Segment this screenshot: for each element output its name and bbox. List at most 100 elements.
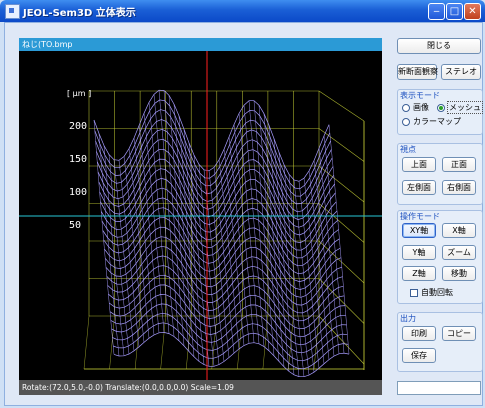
radio-image[interactable] [402, 104, 410, 112]
display-mode-label: 表示モード [400, 91, 440, 100]
floor-grid-line [160, 315, 166, 370]
view-top-button[interactable]: 上面 [402, 157, 436, 172]
mesh-row-line [113, 322, 349, 370]
save-button[interactable]: 保存 [402, 348, 436, 363]
auto-rotate-checkbox[interactable] [410, 289, 418, 297]
floor-grid-line [237, 315, 243, 370]
mesh-row-line [112, 312, 348, 362]
mesh-col-line [243, 105, 265, 347]
y-axis-button[interactable]: Y軸 [402, 245, 436, 260]
z-tick-label: 200 [69, 121, 87, 132]
print-button[interactable]: 印刷 [402, 326, 436, 341]
output-path-field[interactable] [397, 381, 481, 395]
x-axis-button[interactable]: X軸 [442, 223, 476, 238]
title-bar: JEOL-Sem3D 立体表示 ‒ □ ✕ [0, 0, 485, 22]
move-button[interactable]: 移動 [442, 266, 476, 281]
floor-grid-line [83, 315, 90, 370]
mesh-col-line [273, 138, 295, 375]
mesh-col-line [263, 113, 285, 367]
minimize-button[interactable]: ‒ [428, 3, 445, 20]
mesh-col-line [238, 113, 260, 344]
z-tick-label: 150 [69, 154, 87, 165]
mesh-col-line [108, 154, 130, 355]
mesh-col-line [173, 104, 195, 357]
minimize-icon: ‒ [433, 6, 440, 17]
mesh-col-line [218, 159, 240, 349]
mesh-col-line [188, 142, 210, 367]
mesh-col-line [268, 125, 290, 372]
radio-colormap-label[interactable]: カラーマップ [413, 117, 461, 126]
mesh-row-line [107, 255, 343, 314]
xy-axis-button[interactable]: XY軸 [402, 223, 436, 238]
side-grid-line [318, 203, 365, 243]
auto-rotate-label[interactable]: 自動回転 [421, 288, 453, 297]
mesh-col-line [248, 100, 270, 351]
copy-button[interactable]: コピー [442, 326, 476, 341]
mesh-col-line [183, 129, 205, 365]
mesh-plot[interactable]: [ μm ] 200 150 100 50 [19, 51, 382, 380]
mesh-row-line [95, 109, 331, 197]
floor-grid-line [134, 315, 141, 370]
radio-mesh-label[interactable]: メッシュ [447, 101, 483, 114]
mesh-row-line [99, 158, 335, 236]
mesh-col-line [123, 156, 145, 343]
viewpoint-label: 視点 [400, 145, 416, 154]
z-tick-label: 50 [69, 220, 81, 231]
mesh-row-line [106, 245, 342, 306]
floor-grid-line [109, 315, 115, 370]
side-grid-line [318, 90, 365, 122]
close-button[interactable]: 閉じる [397, 38, 481, 54]
mesh-row-line [108, 274, 345, 330]
operation-mode-label: 操作モード [400, 212, 440, 221]
maximize-icon: □ [449, 6, 460, 17]
close-window-button[interactable]: ✕ [464, 3, 481, 20]
mesh-col-line [168, 95, 190, 352]
mesh-col-line [158, 90, 180, 341]
mesh-col-line [303, 178, 325, 364]
mesh-col-line [143, 113, 165, 333]
mesh-col-line [113, 159, 135, 351]
mesh-row-line [102, 197, 339, 267]
mesh-row-line [105, 236, 342, 298]
mesh-col-line [223, 149, 245, 346]
stereo-button[interactable]: ステレオ [441, 64, 481, 80]
display-mode-group [397, 89, 483, 135]
new-section-button[interactable]: 新断面観察 [397, 64, 438, 80]
view-left-button[interactable]: 左側面 [402, 180, 436, 195]
mesh-col-line [228, 136, 250, 344]
side-grid-line [318, 315, 365, 365]
canvas-status: Rotate:(72.0,5.0,-0.0) Translate:(0.0,0.… [19, 380, 382, 395]
z-axis-button[interactable]: Z軸 [402, 266, 436, 281]
zoom-button[interactable]: ズーム [442, 245, 476, 260]
radio-mesh[interactable] [437, 104, 445, 112]
mesh-row-line [96, 129, 333, 213]
view-front-button[interactable]: 正面 [442, 157, 476, 172]
view-right-button[interactable]: 右側面 [442, 180, 476, 195]
view-3d-canvas[interactable]: ねじ(TO.bmp [ μm ] 200 150 100 50 Rotate:(72.0… [19, 38, 382, 395]
mesh-col-line [128, 148, 150, 339]
mesh-row-line [94, 99, 331, 190]
mesh-row-line [111, 303, 347, 354]
mesh-col-line [253, 100, 275, 356]
mesh-col-line [313, 160, 335, 357]
mesh-col-line [283, 164, 305, 377]
mesh-row-line [93, 89, 330, 182]
window-title: JEOL-Sem3D 立体表示 [23, 8, 136, 19]
radio-image-label[interactable]: 画像 [413, 103, 429, 112]
radio-colormap[interactable] [402, 118, 410, 126]
mesh-col-line [258, 105, 280, 362]
mesh-col-line [323, 135, 345, 354]
mesh-row-line [110, 294, 346, 346]
mesh-row-line [101, 187, 338, 259]
mesh-col-line [178, 115, 200, 362]
mesh-col-line [293, 179, 315, 373]
output-label: 出力 [400, 314, 416, 323]
z-unit-label: [ μm ] [67, 89, 91, 98]
mesh-row-line [108, 265, 344, 322]
mesh-col-line [148, 102, 170, 334]
mesh-col-line [288, 174, 310, 376]
maximize-button[interactable]: □ [446, 3, 463, 20]
mesh-col-line [233, 124, 255, 343]
mesh-col-line [138, 125, 160, 333]
mesh-col-line [298, 181, 320, 369]
